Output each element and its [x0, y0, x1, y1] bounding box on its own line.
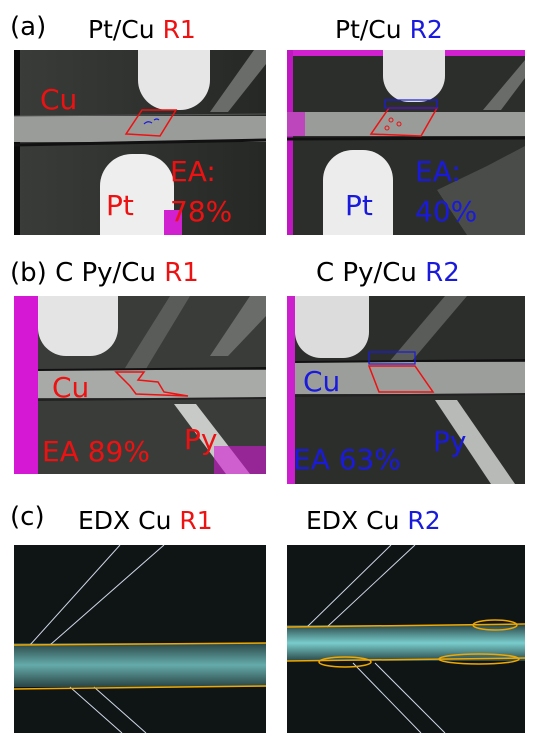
cu-label-b-r1: Cu: [52, 371, 90, 404]
py-label-b-r1: Py: [184, 423, 218, 456]
row-c-letter: (c): [10, 502, 45, 532]
edx-map-cu-r2: [287, 545, 525, 733]
row-b-right-title-text: C Py/Cu: [316, 258, 417, 288]
cu-label: Cu: [40, 83, 78, 116]
ea-label: EA:: [170, 155, 216, 188]
row-c-right-title-text: EDX Cu: [306, 506, 400, 535]
row-a-letter: (a): [10, 12, 47, 42]
sem-image-py-cu-r2: Cu EA 63% Py: [287, 296, 525, 484]
ea-label-b-r1: EA 89%: [42, 435, 150, 468]
row-b-left-run: R1: [164, 258, 199, 288]
edx-map-cu-r1: [14, 545, 266, 733]
pt-label: Pt: [106, 189, 134, 222]
row-a-right-title: Pt/Cu R2: [335, 17, 443, 42]
row-c-left-title: EDX Cu R1: [78, 508, 213, 533]
row-b-title-left: (b) C Py/Cu R1: [10, 260, 199, 286]
sem-image-pt-cu-r1: Cu Pt EA: 78%: [14, 50, 266, 235]
row-b-left-title-text: C Py/Cu: [55, 258, 156, 288]
pt-label-r2: Pt: [345, 189, 373, 222]
py-label-b-r2: Py: [433, 425, 467, 458]
row-b-letter: (b): [10, 258, 47, 288]
row-c-left-run: R1: [179, 506, 213, 535]
ea-label-b-r2: EA 63%: [293, 443, 401, 476]
row-a-left-title-text: Pt/Cu: [88, 15, 155, 44]
cu-label-b-r2: Cu: [303, 365, 341, 398]
row-c-right-title: EDX Cu R2: [306, 508, 441, 533]
sem-image-py-cu-r1: Cu EA 89% Py: [14, 296, 266, 474]
row-a-left-title: Pt/Cu R1: [88, 17, 196, 42]
sem-image-pt-cu-r2: Pt EA: 40%: [287, 50, 525, 235]
row-c-left-title-text: EDX Cu: [78, 506, 172, 535]
ea-value-r2: 40%: [415, 195, 478, 228]
row-b-right-run: R2: [425, 258, 460, 288]
row-a-left-run: R1: [162, 15, 196, 44]
row-c-right-run: R2: [407, 506, 441, 535]
ea-value: 78%: [170, 195, 233, 228]
row-a-right-title-text: Pt/Cu: [335, 15, 402, 44]
ea-label-r2: EA:: [415, 155, 461, 188]
row-b-right-title: C Py/Cu R2: [316, 260, 460, 286]
row-a-right-run: R2: [409, 15, 443, 44]
